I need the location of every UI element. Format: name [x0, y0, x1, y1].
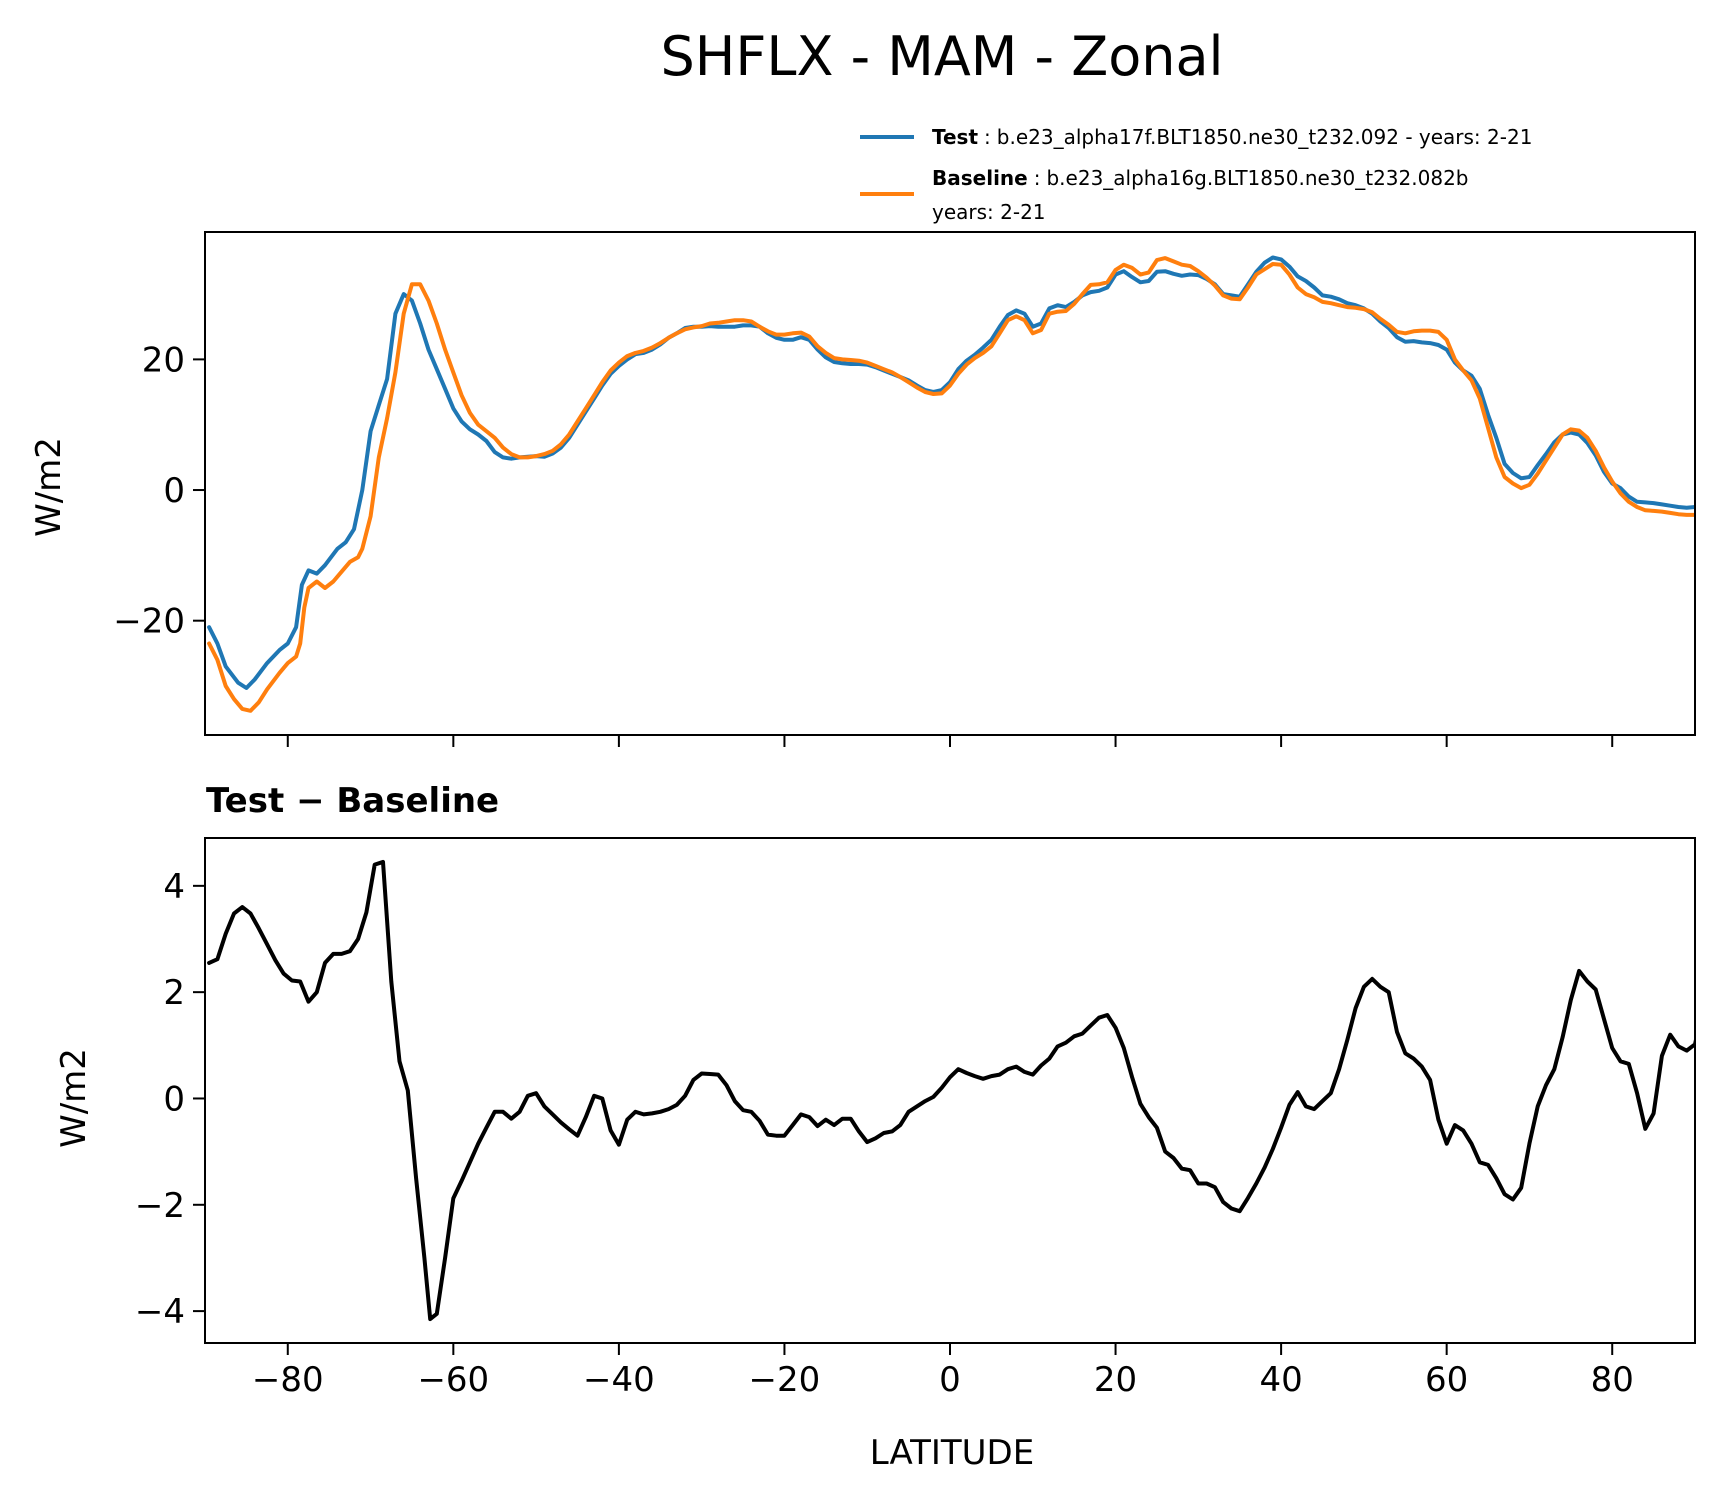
bottom-y-tick-label: −4	[135, 1292, 185, 1332]
top-y-axis-label: W/m2	[29, 437, 69, 537]
legend-test-entry: Test: b.e23_alpha17f.BLT1850.ne30_t232.09…	[932, 125, 1532, 149]
legend-test-label: Test	[932, 125, 978, 149]
top-x-ticks	[286, 735, 1614, 747]
legend-baseline-label: Baseline	[932, 166, 1028, 190]
bottom-y-ticks: −4 −2 0 2 4	[135, 867, 205, 1332]
top-series-line-test	[207, 255, 1695, 690]
legend-baseline-sep: :	[1034, 166, 1041, 190]
chart-title: SHFLX - MAM - Zonal	[660, 25, 1223, 88]
x-axis-label: LATITUDE	[870, 1433, 1034, 1473]
bottom-y-tick-label: −2	[135, 1186, 185, 1226]
bottom-y-tick-label: 4	[163, 867, 185, 907]
top-axes-frame	[204, 231, 1696, 736]
x-tick-label: −40	[583, 1360, 655, 1400]
legend-baseline-text-2: years: 2-21	[932, 200, 1046, 224]
top-y-ticks: −20 0 20	[113, 340, 205, 642]
bottom-y-axis-label: W/m2	[54, 1048, 94, 1148]
bottom-series-group	[207, 859, 1695, 1322]
legend-baseline-text: b.e23_alpha16g.BLT1850.ne30_t232.082b	[1046, 166, 1468, 190]
x-tick-label: 0	[939, 1360, 961, 1400]
legend-baseline-entry: Baseline: b.e23_alpha16g.BLT1850.ne30_t23…	[932, 166, 1469, 190]
x-tick-label: 60	[1425, 1360, 1468, 1400]
top-y-tick-label: −20	[113, 602, 185, 642]
bottom-x-ticks: −80 −60 −40 −20 0 20 40 60 80	[252, 1343, 1634, 1400]
x-tick-label: 40	[1259, 1360, 1302, 1400]
legend-test-sep: :	[984, 125, 991, 149]
legend: Test: b.e23_alpha17f.BLT1850.ne30_t232.09…	[860, 125, 1532, 224]
top-panel: −20 0 20 W/m2	[29, 231, 1696, 747]
bottom-axes-frame	[204, 837, 1696, 1344]
x-tick-label: −20	[749, 1360, 821, 1400]
x-tick-label: −60	[417, 1360, 489, 1400]
legend-test-text: b.e23_alpha17f.BLT1850.ne30_t232.092 - y…	[997, 125, 1533, 149]
bottom-panel-title: Test − Baseline	[206, 781, 499, 821]
top-y-tick-label: 20	[142, 340, 185, 380]
bottom-y-tick-label: 0	[163, 1079, 185, 1119]
top-series-line-baseline	[207, 256, 1695, 713]
x-tick-label: −80	[252, 1360, 324, 1400]
bottom-panel: Test − Baseline −80 −60 −40 −20 0 20 40 60 80 −4…	[54, 781, 1696, 1473]
top-series-group	[207, 255, 1695, 713]
top-y-tick-label: 0	[163, 471, 185, 511]
x-tick-label: 80	[1591, 1360, 1634, 1400]
bottom-series-line-test-baseline	[207, 859, 1695, 1322]
bottom-y-tick-label: 2	[163, 973, 185, 1013]
x-tick-label: 20	[1094, 1360, 1137, 1400]
